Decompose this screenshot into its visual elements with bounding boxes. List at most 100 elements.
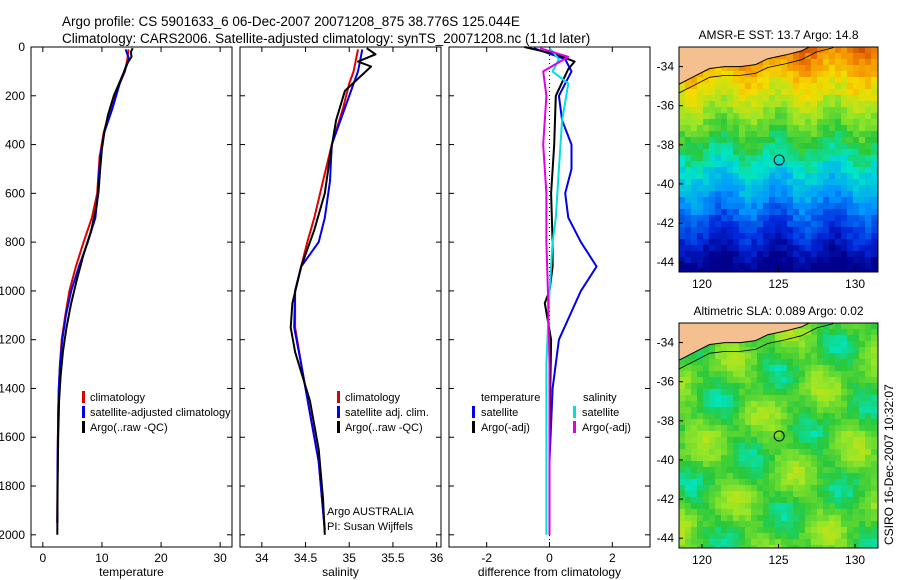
- sla_map-cell: [751, 389, 757, 395]
- sla_map-cell: [739, 359, 745, 365]
- sst_map-cell: [841, 71, 847, 77]
- sla_map-cell: [871, 491, 877, 497]
- sst_map-cell: [745, 263, 751, 269]
- sla_map-cell: [835, 467, 841, 473]
- sst_map-cell: [691, 203, 697, 209]
- sst_map-cell: [691, 155, 697, 161]
- sst_map-cell: [697, 185, 703, 191]
- sst_map-cell: [775, 215, 781, 221]
- sst_map-cell: [721, 155, 727, 161]
- sla_map-cell: [811, 491, 817, 497]
- sst_map-cell: [715, 209, 721, 215]
- sst_map-cell: [823, 47, 829, 53]
- sst_map-cell: [859, 269, 865, 272]
- sst_map-cell: [775, 227, 781, 233]
- sla_map-cell: [679, 419, 685, 425]
- sst_map-cell: [799, 215, 805, 221]
- sst_map-cell: [865, 101, 871, 107]
- sla_map-cell: [691, 383, 697, 389]
- sla_map-cell: [775, 485, 781, 491]
- sla_map-cell: [679, 497, 685, 503]
- sla_map-cell: [811, 329, 817, 335]
- sst_map-cell: [829, 119, 835, 125]
- sla_map-cell: [769, 485, 775, 491]
- sla_map-cell: [865, 539, 871, 545]
- sst_map-cell: [781, 251, 787, 257]
- sla_map-cell: [853, 389, 859, 395]
- sla_map-cell: [829, 443, 835, 449]
- sla_map-cell: [799, 449, 805, 455]
- sst_map-cell: [721, 101, 727, 107]
- sst_map-cell: [751, 269, 757, 272]
- sst_map-cell: [685, 113, 691, 119]
- sst_map-cell: [871, 83, 877, 89]
- sst_map-cell: [775, 197, 781, 203]
- sla_map-cell: [685, 485, 691, 491]
- sst_map-cell: [763, 149, 769, 155]
- sla_map-depth-contour: [679, 323, 835, 370]
- sst_map-cell: [757, 221, 763, 227]
- sst_map-cell: [853, 59, 859, 65]
- sla_map-cell: [811, 401, 817, 407]
- sst_map-cell: [853, 95, 859, 101]
- sst_map-cell: [769, 173, 775, 179]
- sst_map-cell: [691, 83, 697, 89]
- sst_map-cell: [697, 251, 703, 257]
- sst_map-cell: [799, 83, 805, 89]
- sla_map-cell: [721, 431, 727, 437]
- sst_map-cell: [847, 47, 853, 53]
- sla_map-cell: [787, 419, 793, 425]
- sla_map-cell: [775, 341, 781, 347]
- sst_map-cell: [781, 197, 787, 203]
- sst_map-cell: [853, 101, 859, 107]
- sla_map-cell: [829, 335, 835, 341]
- sla_map-cell: [793, 509, 799, 515]
- sst_map-cell: [847, 125, 853, 131]
- sst_map-cell: [757, 263, 763, 269]
- sla_map-cell: [733, 449, 739, 455]
- sst_map-cell: [691, 77, 697, 83]
- sla_map-cell: [793, 449, 799, 455]
- sst_map-cell: [709, 251, 715, 257]
- sst_map-cell: [823, 245, 829, 251]
- sst_map-cell: [733, 155, 739, 161]
- temperature-xtick-label: 20: [154, 551, 168, 565]
- sst_map-cell: [817, 113, 823, 119]
- sla_map-cell: [853, 521, 859, 527]
- sst_map-cell: [751, 257, 757, 263]
- sst_map-cell: [685, 251, 691, 257]
- sla_map-cell: [805, 467, 811, 473]
- sst_map-cell: [745, 173, 751, 179]
- sla_map-cell: [781, 419, 787, 425]
- sla_map-cell: [853, 539, 859, 545]
- sla_map-cell: [817, 497, 823, 503]
- sla_map-ytick-label: -38: [657, 414, 675, 428]
- sla_map-cell: [787, 479, 793, 485]
- sla_map-cell: [859, 485, 865, 491]
- sla_map-cell: [799, 341, 805, 347]
- sst_map-cell: [715, 167, 721, 173]
- sla_map-cell: [763, 413, 769, 419]
- sst_map-cell: [823, 203, 829, 209]
- sst_map-cell: [841, 179, 847, 185]
- sst_map-cell: [757, 65, 763, 71]
- sla_map-cell: [847, 533, 853, 539]
- sla_map-cell: [715, 503, 721, 509]
- sla_map-cell: [703, 353, 709, 359]
- sla_map-cell: [763, 539, 769, 545]
- sst_map-cell: [697, 173, 703, 179]
- sst_map-cell: [727, 233, 733, 239]
- sst_map-cell: [787, 101, 793, 107]
- sst_map-cell: [745, 215, 751, 221]
- sst_map-cell: [781, 131, 787, 137]
- sst_map-cell: [823, 137, 829, 143]
- sla_map-cell: [865, 533, 871, 539]
- sla_map-cell: [823, 377, 829, 383]
- sla_map-cell: [715, 401, 721, 407]
- sla_map-cell: [865, 473, 871, 479]
- sst_map-cell: [739, 77, 745, 83]
- sst_map-cell: [847, 131, 853, 137]
- sst_map-cell: [769, 239, 775, 245]
- sst_map-cell: [829, 221, 835, 227]
- sla_map-cell: [769, 539, 775, 545]
